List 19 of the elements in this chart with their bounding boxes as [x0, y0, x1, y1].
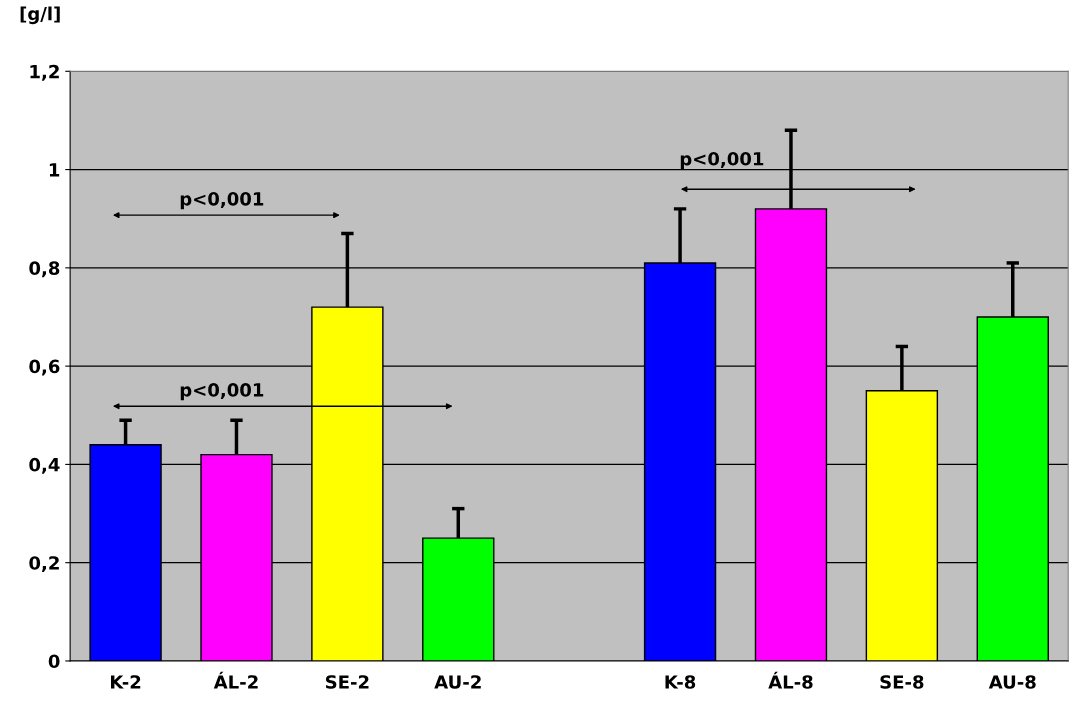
x-tick-label: SE-8: [880, 675, 924, 689]
y-tick-label: 0,4: [29, 457, 60, 474]
x-tick-label: K-2: [111, 675, 141, 689]
y-tick-label: 0,8: [29, 261, 60, 278]
y-tick-label: 0,2: [29, 556, 59, 573]
y-axis-title: [g/l]: [20, 6, 60, 25]
annotation: p<0,001: [180, 383, 264, 401]
x-tick-label: ÁL-8: [768, 671, 813, 689]
y-tick-label: 0: [48, 654, 60, 669]
x-tick-label: K-8: [665, 675, 696, 689]
y-tick-label: 1,2: [30, 64, 59, 81]
annotation: p<0,001: [680, 151, 764, 170]
y-tick-label: 0,6: [29, 359, 60, 376]
y-tick-label: 1: [49, 163, 60, 177]
x-tick-label: SE-2: [325, 675, 369, 689]
x-tick-label: AU-8: [988, 675, 1036, 689]
x-tick-label: AU-2: [434, 675, 481, 689]
annotation: p<0,001: [180, 192, 264, 210]
x-tick-label: ÁL-2: [213, 671, 258, 689]
